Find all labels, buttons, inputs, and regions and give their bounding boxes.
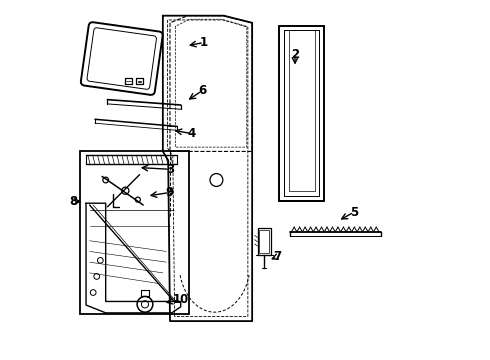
Text: 3: 3 bbox=[166, 163, 174, 176]
Text: 2: 2 bbox=[291, 49, 299, 62]
Bar bbox=[258, 228, 271, 255]
Text: 8: 8 bbox=[70, 195, 77, 208]
Text: 10: 10 bbox=[172, 293, 189, 306]
Bar bbox=[80, 152, 189, 314]
Text: 1: 1 bbox=[200, 36, 208, 49]
Text: 5: 5 bbox=[350, 206, 358, 219]
Bar bbox=[259, 230, 270, 253]
Text: 4: 4 bbox=[187, 127, 196, 140]
FancyBboxPatch shape bbox=[87, 28, 156, 89]
Text: 9: 9 bbox=[166, 186, 174, 199]
Text: 7: 7 bbox=[273, 250, 281, 263]
FancyBboxPatch shape bbox=[81, 22, 163, 95]
Text: 6: 6 bbox=[198, 84, 206, 97]
